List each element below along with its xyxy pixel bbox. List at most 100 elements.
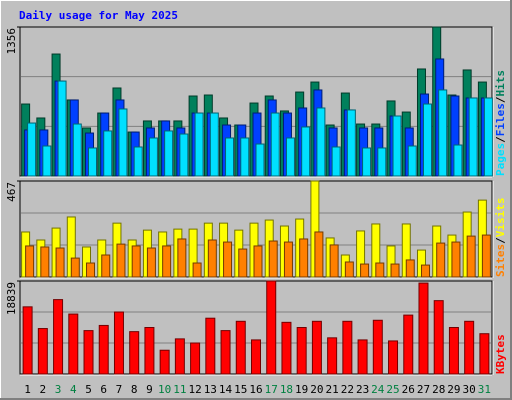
bar: [159, 349, 170, 375]
x-tick-label: 21: [326, 383, 339, 396]
bar: [360, 263, 370, 278]
bar: [388, 340, 399, 375]
legend-entry: Files: [494, 103, 507, 136]
x-tick-label: 22: [341, 383, 354, 396]
bar: [194, 112, 204, 177]
x-tick-label: 10: [158, 383, 171, 396]
bar: [331, 146, 341, 177]
x-tick-label: 28: [432, 383, 445, 396]
x-tick-label: 24: [371, 383, 385, 396]
bar: [179, 133, 189, 177]
bar: [283, 241, 293, 278]
bar: [116, 243, 126, 278]
bar: [407, 145, 417, 177]
bar: [418, 282, 429, 375]
x-tick-label: 3: [55, 383, 62, 396]
x-tick-label: 7: [116, 383, 123, 396]
bar: [268, 240, 278, 278]
x-tick-label: 11: [173, 383, 186, 396]
x-tick-label: 8: [131, 383, 138, 396]
y-tick-label: 467: [5, 182, 18, 202]
bar: [451, 241, 461, 278]
bar: [223, 241, 233, 278]
bar: [22, 306, 33, 375]
bar: [131, 245, 141, 278]
legend: KBytes: [494, 334, 507, 374]
legend-separator: /: [494, 136, 507, 143]
bar: [372, 319, 383, 375]
bar: [281, 321, 292, 375]
bar: [174, 338, 185, 375]
x-tick-label: 15: [234, 383, 247, 396]
x-tick-label: 9: [146, 383, 153, 396]
x-tick-label: 25: [386, 383, 399, 396]
bar: [346, 109, 356, 177]
x-tick-label: 20: [310, 383, 323, 396]
legend-entry: Hits: [494, 70, 507, 97]
bar: [377, 147, 387, 177]
bar: [433, 300, 444, 375]
bar: [253, 245, 263, 278]
bar: [113, 311, 124, 375]
x-tick-label: 17: [265, 383, 278, 396]
x-tick-label: 23: [356, 383, 369, 396]
bar: [207, 239, 217, 278]
x-tick-label: 4: [70, 383, 77, 396]
bar: [405, 259, 415, 278]
legend-separator: /: [494, 96, 507, 103]
bar: [209, 112, 219, 177]
bar: [483, 97, 493, 177]
bar: [190, 342, 201, 375]
bar: [453, 144, 463, 177]
bar: [357, 339, 368, 375]
bar: [98, 324, 109, 375]
bar: [314, 231, 324, 278]
x-tick-label: 5: [85, 383, 92, 396]
bar: [118, 108, 128, 177]
bar: [299, 238, 309, 278]
legend-entry: Visits: [494, 198, 507, 238]
bar: [103, 130, 113, 177]
bar: [251, 339, 261, 375]
legend-separator: /: [494, 237, 507, 244]
bar: [86, 262, 96, 278]
bar: [133, 146, 143, 177]
bar: [205, 317, 216, 375]
bar: [192, 262, 202, 278]
y-tick-label: 1356: [5, 28, 18, 55]
x-tick-label: 13: [204, 383, 217, 396]
bar: [235, 320, 246, 375]
bar: [403, 314, 414, 375]
bar: [148, 137, 158, 177]
bar: [466, 235, 476, 278]
bar: [438, 89, 448, 177]
bar: [301, 126, 311, 177]
bar: [27, 122, 37, 177]
bar: [479, 333, 490, 375]
bar: [392, 115, 402, 177]
legend: Sites/Visits: [494, 198, 507, 278]
bar: [177, 238, 187, 278]
x-tick-label: 31: [478, 383, 491, 396]
bar: [481, 234, 491, 278]
bar: [464, 320, 475, 375]
bar: [68, 313, 79, 375]
x-tick-label: 2: [40, 383, 47, 396]
bar: [342, 320, 353, 375]
bar: [266, 280, 277, 375]
bar: [101, 254, 111, 278]
bar: [146, 247, 156, 278]
x-tick-label: 29: [447, 383, 460, 396]
legend-entry: Pages: [494, 143, 507, 176]
bar: [238, 248, 248, 278]
bar: [57, 80, 67, 177]
bar: [296, 327, 307, 375]
bar: [88, 147, 98, 177]
bar: [420, 264, 430, 278]
bar: [220, 330, 231, 375]
x-tick-label: 19: [295, 383, 308, 396]
bar: [72, 123, 82, 177]
x-tick-label: 18: [280, 383, 293, 396]
